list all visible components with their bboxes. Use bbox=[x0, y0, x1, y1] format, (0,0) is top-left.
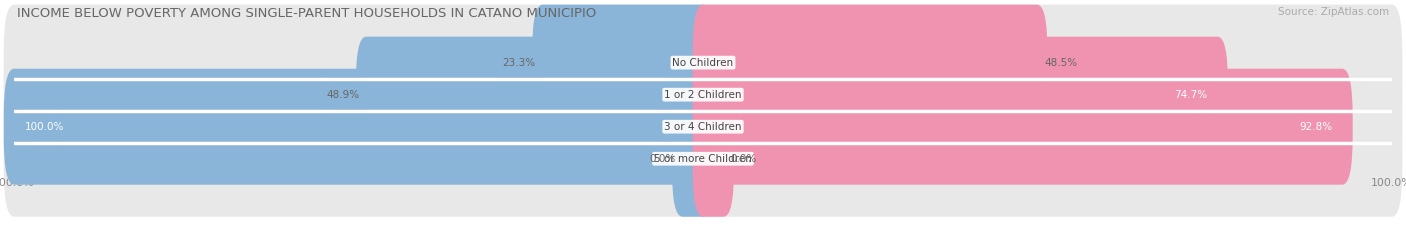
Text: INCOME BELOW POVERTY AMONG SINGLE-PARENT HOUSEHOLDS IN CATANO MUNICIPIO: INCOME BELOW POVERTY AMONG SINGLE-PARENT… bbox=[17, 7, 596, 20]
Text: 1 or 2 Children: 1 or 2 Children bbox=[664, 90, 742, 100]
FancyBboxPatch shape bbox=[693, 69, 1353, 185]
FancyBboxPatch shape bbox=[4, 69, 713, 185]
Text: 48.9%: 48.9% bbox=[326, 90, 359, 100]
FancyBboxPatch shape bbox=[693, 37, 1227, 153]
FancyBboxPatch shape bbox=[356, 37, 713, 153]
FancyBboxPatch shape bbox=[693, 101, 734, 217]
Text: 92.8%: 92.8% bbox=[1299, 122, 1331, 132]
Text: 23.3%: 23.3% bbox=[502, 58, 536, 68]
Text: 74.7%: 74.7% bbox=[1174, 90, 1208, 100]
FancyBboxPatch shape bbox=[672, 101, 713, 217]
Legend: Single Father, Single Mother: Single Father, Single Mother bbox=[606, 231, 800, 233]
FancyBboxPatch shape bbox=[693, 5, 1047, 121]
FancyBboxPatch shape bbox=[4, 37, 1402, 153]
Text: Source: ZipAtlas.com: Source: ZipAtlas.com bbox=[1278, 7, 1389, 17]
FancyBboxPatch shape bbox=[531, 5, 713, 121]
Text: 3 or 4 Children: 3 or 4 Children bbox=[664, 122, 742, 132]
FancyBboxPatch shape bbox=[4, 69, 1402, 185]
Text: 48.5%: 48.5% bbox=[1045, 58, 1077, 68]
Text: 5 or more Children: 5 or more Children bbox=[654, 154, 752, 164]
Text: 100.0%: 100.0% bbox=[24, 122, 63, 132]
FancyBboxPatch shape bbox=[4, 101, 1402, 217]
Text: No Children: No Children bbox=[672, 58, 734, 68]
Text: 0.0%: 0.0% bbox=[731, 154, 756, 164]
FancyBboxPatch shape bbox=[4, 5, 1402, 121]
Text: 0.0%: 0.0% bbox=[650, 154, 675, 164]
